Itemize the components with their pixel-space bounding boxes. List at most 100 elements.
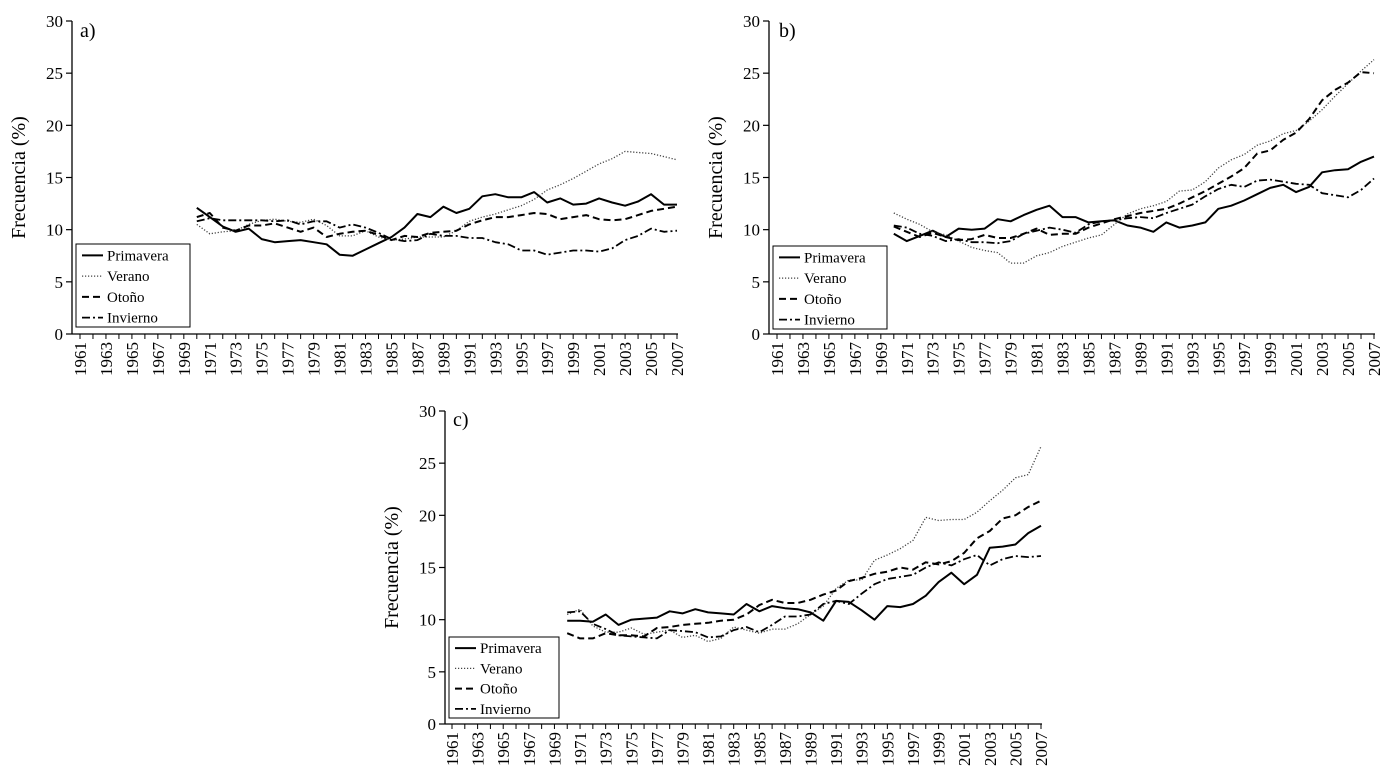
legend-label: Verano — [480, 661, 522, 677]
chart-panel-c: 0 5 10 15 20 25 30 1961 1963 1965 1967 1969 1971 1973… — [381, 402, 1051, 766]
x-tick-label: 1981 — [331, 342, 350, 376]
x-tick-label: 2003 — [616, 342, 635, 376]
x-tick-label: 2005 — [1006, 732, 1025, 766]
legend-label: Invierno — [804, 313, 855, 329]
x-tick-label: 1975 — [253, 342, 272, 376]
legend-box — [772, 245, 888, 330]
legend-box — [448, 636, 560, 719]
y-tick-label: 25 — [46, 64, 63, 83]
x-tick-label: 2003 — [981, 732, 1000, 766]
x-tick-label: 1993 — [853, 732, 872, 766]
y-tick-label: 30 — [419, 402, 436, 421]
x-tick-label: 1967 — [846, 342, 865, 377]
x-tick-label: 1961 — [768, 342, 787, 376]
x-tick-label: 1979 — [1002, 342, 1021, 376]
x-tick-label: 1969 — [175, 342, 194, 376]
y-tick-label: 0 — [428, 715, 437, 734]
x-tick-label: 1987 — [776, 732, 795, 767]
legend-label: Primavera — [804, 250, 866, 266]
x-tick-label: 1977 — [279, 342, 298, 377]
x-tick-label: 1969 — [545, 732, 564, 766]
y-tick-label: 30 — [743, 12, 760, 31]
chart-panel-b: 0 5 10 15 20 25 30 1961 1963 1965 1967 1969 1971 1973… — [705, 12, 1382, 376]
x-tick-label: 1993 — [486, 342, 505, 376]
x-tick-label: 2003 — [1313, 342, 1332, 376]
x-tick-label: 2007 — [1032, 732, 1051, 767]
series-line-primavera — [893, 155, 1375, 243]
series-line-primavera — [196, 191, 677, 257]
x-tick-label: 1997 — [1235, 342, 1254, 377]
x-tick-label: 1983 — [1054, 342, 1073, 376]
x-tick-label: 1999 — [564, 342, 583, 376]
y-tick-label: 10 — [743, 221, 760, 240]
legend: Primavera Verano Otoño Invierno — [448, 636, 560, 719]
y-tick-label: 0 — [55, 325, 64, 344]
x-tick-label: 1969 — [872, 342, 891, 376]
y-axis-title: Frecuencia (%) — [705, 116, 727, 239]
chart-panel-a: 0 5 10 15 20 25 30 1961 1963 1965 1967 1969 1971 1973… — [8, 12, 687, 376]
x-tick-label: 1965 — [494, 732, 513, 766]
y-tick-label: 25 — [743, 64, 760, 83]
x-tick-label: 1987 — [408, 342, 427, 377]
series-line-verano — [196, 150, 678, 241]
series-line-invierno — [567, 554, 1042, 640]
x-tick-label: 2005 — [1339, 342, 1358, 376]
x-tick-label: 1991 — [1157, 342, 1176, 376]
panel-label: c) — [453, 409, 469, 431]
x-tick-label: 1961 — [71, 342, 90, 376]
legend-label: Invierno — [480, 702, 531, 718]
y-tick-label: 5 — [752, 273, 761, 292]
x-tick-label: 1973 — [227, 342, 246, 376]
x-tick-label: 1991 — [827, 732, 846, 766]
x-tick-label: 1975 — [950, 342, 969, 376]
series-line-invierno — [893, 177, 1375, 245]
y-tick-label: 10 — [419, 611, 436, 630]
y-axis-title: Frecuencia (%) — [8, 116, 30, 239]
x-tick-label: 1983 — [357, 342, 376, 376]
y-tick-label: 5 — [55, 273, 64, 292]
x-tick-label: 1975 — [622, 732, 641, 766]
y-axis-title: Frecuencia (%) — [381, 506, 403, 629]
y-tick-label: 15 — [743, 169, 760, 188]
y-tick-label: 5 — [428, 663, 437, 682]
x-tick-label: 1997 — [904, 732, 923, 767]
y-tick-label: 10 — [46, 221, 63, 240]
legend-label: Primavera — [107, 248, 169, 264]
x-tick-label: 1965 — [820, 342, 839, 376]
y-tick-label: 20 — [46, 116, 63, 135]
x-tick-label: 1961 — [443, 732, 462, 766]
x-tick-label: 1985 — [1079, 342, 1098, 376]
x-tick-label: 1963 — [469, 732, 488, 766]
x-tick-label: 2001 — [590, 342, 609, 376]
legend: Primavera Verano Otoño Invierno — [75, 243, 191, 328]
x-tick-label: 1995 — [512, 342, 531, 376]
legend-label: Otoño — [107, 290, 145, 306]
legend-label: Otoño — [804, 292, 842, 308]
series-line-otono — [566, 499, 1042, 640]
x-tick-label: 1993 — [1183, 342, 1202, 376]
x-tick-label: 1979 — [305, 342, 324, 376]
series-line-invierno — [196, 217, 678, 256]
x-tick-label: 1967 — [520, 732, 539, 767]
x-tick-label: 2001 — [1287, 342, 1306, 376]
x-tick-label: 1979 — [673, 732, 692, 766]
panel-label: b) — [779, 20, 796, 42]
legend-label: Invierno — [107, 311, 158, 327]
legend-label: Primavera — [480, 641, 542, 657]
legend-label: Verano — [804, 271, 846, 287]
x-tick-label: 1983 — [725, 732, 744, 766]
x-tick-label: 1989 — [1131, 342, 1150, 376]
x-tick-label: 1985 — [382, 342, 401, 376]
series-line-verano — [893, 59, 1375, 264]
y-tick-label: 20 — [743, 116, 760, 135]
x-tick-label: 1981 — [1028, 342, 1047, 376]
x-tick-label: 1973 — [597, 732, 616, 766]
y-tick-label: 15 — [419, 559, 436, 578]
x-tick-label: 1963 — [97, 342, 116, 376]
series-line-otono — [893, 71, 1375, 242]
x-tick-label: 1971 — [898, 342, 917, 376]
series-line-verano — [566, 446, 1042, 643]
x-tick-label: 1965 — [123, 342, 142, 376]
x-tick-label: 1973 — [924, 342, 943, 376]
